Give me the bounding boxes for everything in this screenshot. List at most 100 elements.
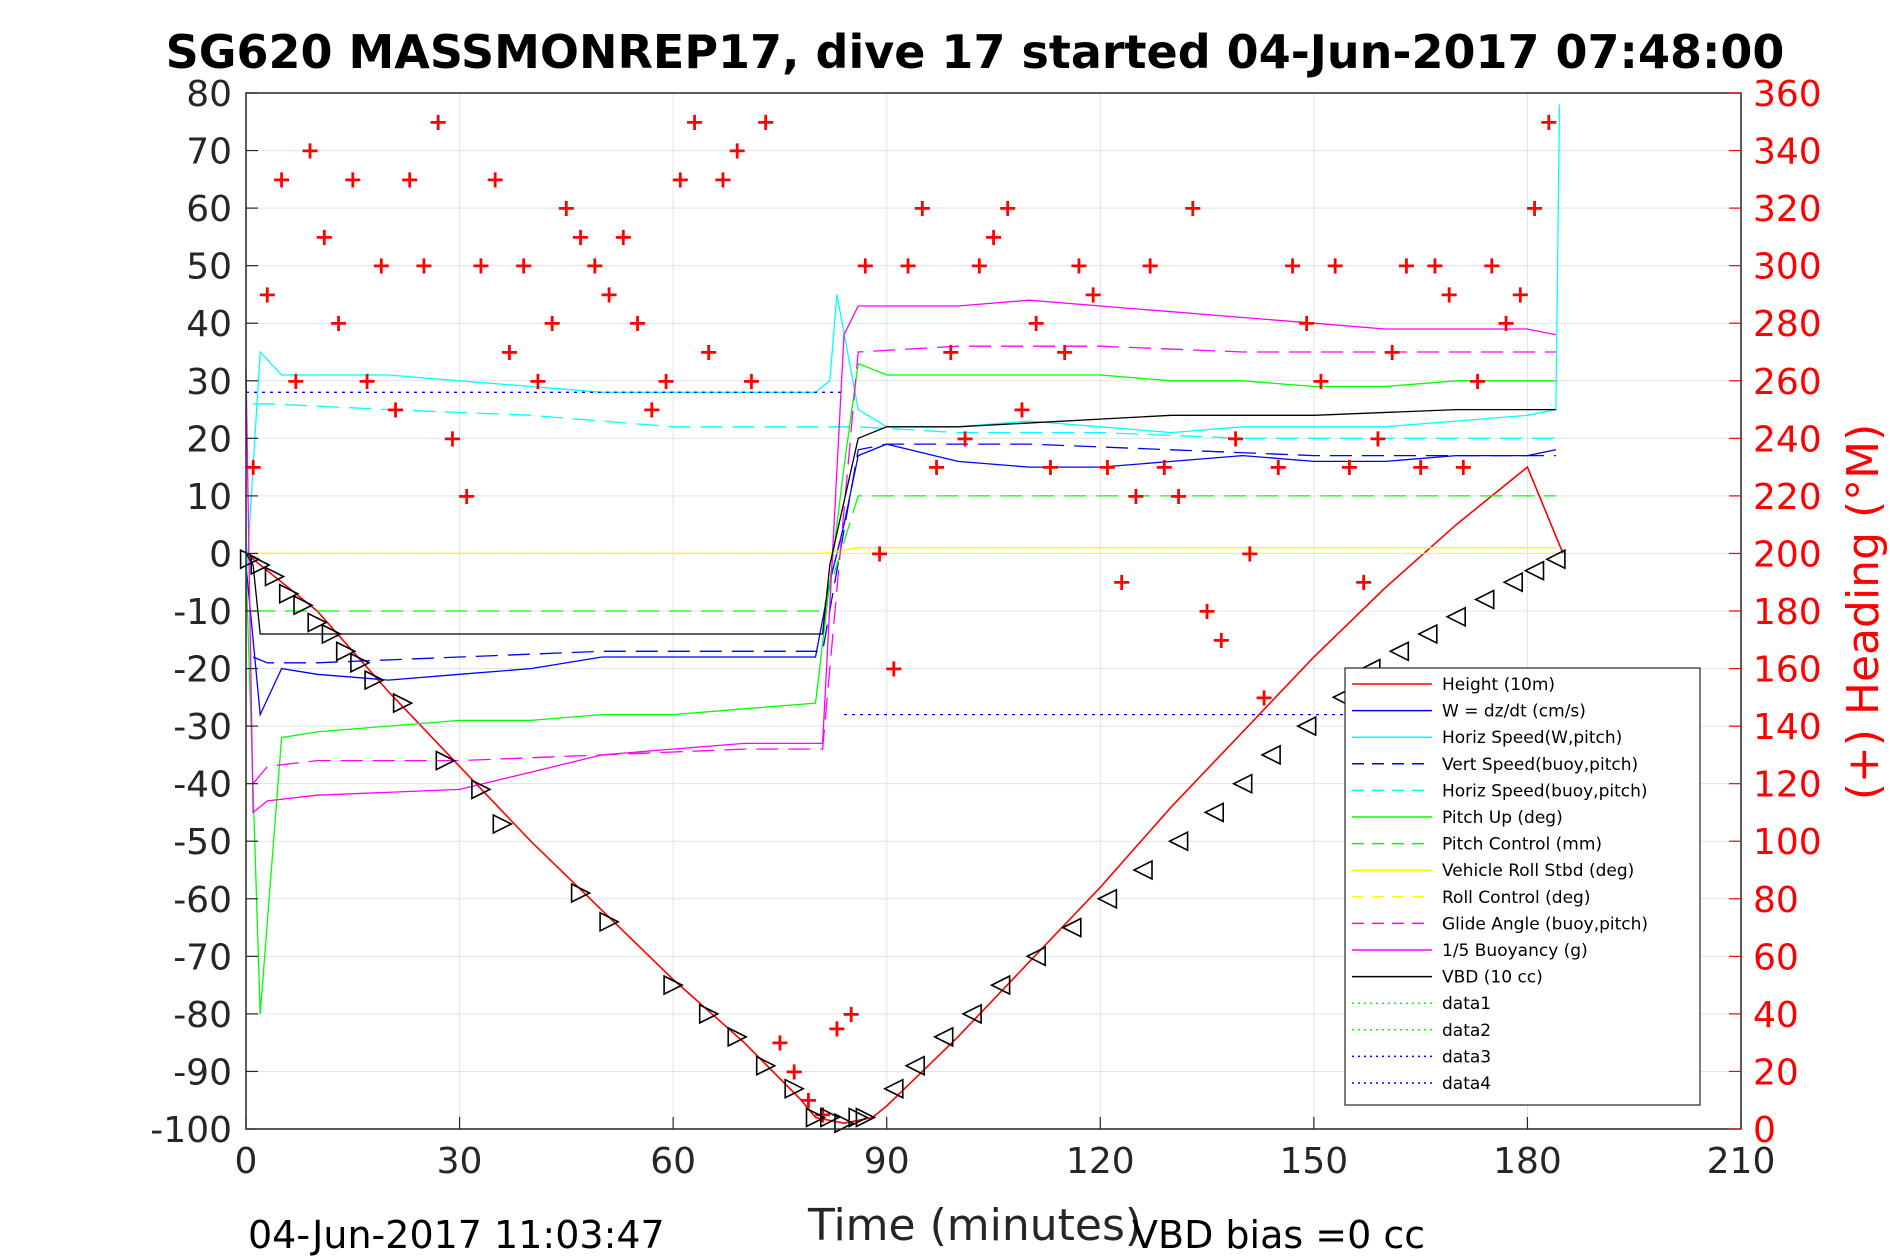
heading-marker: + [314, 223, 334, 251]
heading-marker: + [955, 424, 975, 452]
heading-marker: + [385, 396, 405, 424]
x-axis-label: Time (minutes) [807, 1200, 1142, 1251]
heading-marker: + [556, 194, 576, 222]
heading-marker: + [912, 194, 932, 222]
heading-marker: + [599, 280, 619, 308]
descent-triangle-marker [364, 669, 385, 691]
y-left-tick-label: -100 [150, 1110, 232, 1151]
descent-triangle-marker [293, 594, 314, 616]
descent-triangle-marker [321, 623, 343, 645]
y-left-tick-label: 40 [186, 304, 232, 345]
series-line-w-dz-dt-cm-s- [245, 443, 1557, 718]
ascent-triangle-marker [1167, 830, 1189, 852]
y-left-tick-label: 10 [186, 477, 232, 518]
ascent-triangle-marker [1388, 641, 1410, 662]
heading-marker: + [1197, 597, 1217, 625]
ascent-triangle-marker [1203, 802, 1224, 823]
y-right-tick-label: 80 [1753, 880, 1799, 921]
heading-marker: + [941, 338, 961, 366]
descent-triangle-marker [307, 612, 328, 633]
y-right-tick-label: 180 [1753, 592, 1822, 633]
descent-triangle-marker [755, 1055, 777, 1076]
descent-triangle-marker [264, 566, 286, 587]
y-right-tick-label: 340 [1753, 132, 1822, 173]
heading-marker: + [1026, 309, 1046, 337]
ascent-triangle-marker [1231, 773, 1253, 794]
descent-triangle-marker [239, 548, 261, 570]
heading-marker: + [727, 137, 747, 165]
y-right-tick-label: 360 [1753, 74, 1822, 115]
legend-label: W = dz/dt (cm/s) [1442, 702, 1586, 722]
y-right-tick-label: 0 [1753, 1110, 1776, 1151]
y-left-tick-label: -60 [173, 880, 232, 921]
ascent-triangle-marker [989, 974, 1011, 996]
x-tick-label: 90 [864, 1141, 910, 1182]
heading-marker: + [371, 252, 391, 280]
heading-marker: + [1097, 453, 1117, 481]
heading-marker: + [1382, 338, 1402, 366]
y-right-tick-label: 40 [1753, 995, 1799, 1036]
y-left-tick-label: 70 [186, 132, 232, 173]
heading-marker: + [442, 424, 462, 452]
descent-triangle-marker [805, 1107, 827, 1128]
heading-marker: + [983, 223, 1003, 251]
y-right-tick-label: 300 [1753, 247, 1822, 288]
heading-marker: + [855, 252, 875, 280]
heading-marker: + [1524, 194, 1544, 222]
chart-title: SG620 MASSMONREP17, dive 17 started 04-J… [166, 25, 1785, 79]
heading-marker: + [884, 655, 904, 683]
y-right-tick-label: 160 [1753, 650, 1822, 691]
heading-marker: + [998, 194, 1018, 222]
ascent-triangle-marker [1025, 946, 1046, 967]
heading-marker: + [400, 165, 420, 193]
heading-marker: + [1425, 252, 1445, 280]
y-left-tick-label: -50 [173, 822, 232, 863]
heading-marker: + [670, 165, 690, 193]
footer-timestamp: 04-Jun-2017 11:03:47 [248, 1213, 665, 1257]
y-left-tick-label: -30 [173, 707, 232, 748]
heading-marker: + [870, 539, 890, 567]
heading-marker: + [827, 1014, 847, 1042]
heading-markers: + + + + + + + + + + + + + + + + + + + + + + + + + + + + + + + + + + + + + + + +… [243, 108, 1559, 1129]
legend-label: Height (10m) [1442, 675, 1555, 695]
heading-marker: + [627, 309, 647, 337]
series-line-horiz-speed-w-pitch- [245, 104, 1561, 583]
x-tick-label: 180 [1493, 1141, 1562, 1182]
y-left-tick-label: -80 [173, 995, 232, 1036]
descent-triangle-marker [663, 974, 684, 996]
y-right-tick-label: 60 [1753, 937, 1799, 978]
ascent-triangle-marker [1260, 744, 1281, 766]
heading-marker: + [1083, 280, 1103, 308]
heading-marker: + [713, 165, 733, 193]
legend-label: 1/5 Buoyancy (g) [1442, 941, 1588, 961]
heading-marker: + [457, 482, 477, 510]
heading-marker: + [841, 1000, 861, 1028]
heading-marker: + [642, 396, 662, 424]
ascent-triangle-marker [1523, 560, 1545, 581]
heading-marker: + [428, 108, 448, 136]
legend-label: data3 [1442, 1047, 1491, 1067]
heading-marker: + [1482, 252, 1502, 280]
y-axis-right-ticks: 3603403203002802602402202001801601401201… [1729, 74, 1822, 1151]
y-left-tick-label: -40 [173, 765, 232, 806]
y-right-tick-label: 220 [1753, 477, 1822, 518]
heading-marker: + [1126, 482, 1146, 510]
heading-marker: + [1311, 367, 1331, 395]
heading-marker: + [1368, 424, 1388, 452]
heading-marker: + [1297, 309, 1317, 337]
ascent-triangle-marker [1295, 715, 1317, 737]
heading-marker: + [1539, 108, 1559, 136]
series-line-glide-angle-buoy-pitch- [252, 345, 1556, 785]
heading-marker: + [1069, 252, 1089, 280]
y-left-tick-label: -10 [173, 592, 232, 633]
heading-marker: + [684, 108, 704, 136]
x-tick-label: 0 [235, 1141, 258, 1182]
heading-marker: + [257, 280, 277, 308]
y-left-tick-label: 30 [186, 362, 232, 403]
legend-label: Vert Speed(buoy,pitch) [1442, 755, 1638, 775]
heading-marker: + [756, 108, 776, 136]
heading-marker: + [1154, 453, 1174, 481]
heading-marker: + [1439, 280, 1459, 308]
descent-triangle-marker [250, 554, 271, 576]
